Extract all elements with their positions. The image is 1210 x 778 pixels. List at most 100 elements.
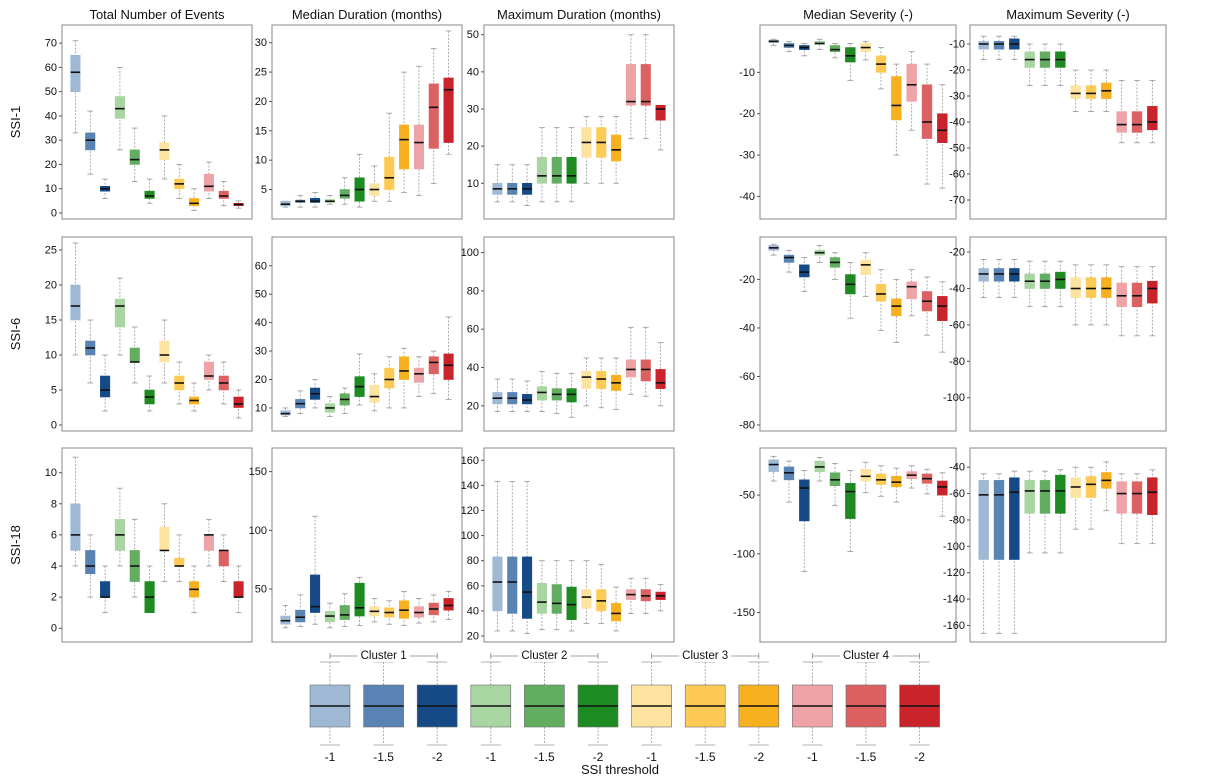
box-10 [413,598,424,624]
panel-3-3: 20 40 60 80 100 120 140 160 [461,447,675,643]
box-5 [829,252,841,280]
y-tick-label: 0 [51,208,57,220]
box-body [70,284,81,321]
box-4 [114,487,125,567]
box-6 [144,565,155,614]
box-11 [218,534,229,582]
cluster-label: Cluster 1 [361,650,407,662]
box-8 [875,465,887,497]
panel-frame [61,24,253,220]
panel-frame [61,447,253,643]
box-body [1116,282,1127,308]
y-tick-label: 20 [255,96,267,108]
box-body [1131,481,1143,514]
box-body [1070,277,1081,298]
panel-3-2: 50 100 150 [249,447,463,643]
y-tick-label: 20 [467,141,479,153]
box-10 [203,518,214,567]
box-body [384,367,395,389]
legend-box-9: -2 [738,661,780,764]
legend: -1 -1.5 -2 -1 -1.5 -2 -1 -1.5 -2 -1 -1.5 -2 Cluster … [309,650,940,777]
legend-box-12: -2 [899,661,940,764]
cluster-label-bg [679,650,732,663]
panel-frame [759,236,957,432]
box-body [655,369,666,389]
box-body [768,459,779,472]
box-8 [875,269,887,331]
cluster-label: Cluster 2 [521,650,567,662]
box-6 [845,43,856,82]
y-tick-label: -40 [949,462,965,474]
box-8 [596,357,607,409]
legend-box-1: -1 [309,661,351,764]
box-7 [860,461,871,494]
box-4 [814,38,825,51]
box-9 [891,278,902,343]
box-2 [85,534,96,598]
box-body [566,586,577,620]
box-body [566,388,577,403]
box-body [100,581,111,598]
cluster-bracket-1: Cluster 1 [329,650,438,663]
y-tick-label: 40 [45,110,57,122]
box-7 [1070,69,1081,112]
box-body [1055,474,1066,514]
box-body [413,124,424,170]
box-3 [100,354,111,412]
box-body [596,371,607,389]
box-8 [1085,69,1097,112]
box-body [159,526,170,551]
y-tick-label: 50 [467,29,479,41]
box-body [875,283,887,302]
box-body [443,77,454,143]
box-10 [1116,80,1127,144]
box-3 [310,192,321,208]
legend-box-6: -2 [577,661,619,764]
box-body [640,359,651,382]
y-tick-label: 70 [45,38,57,50]
y-tick-label: -80 [949,514,965,526]
box-9 [189,382,200,412]
y-tick-label: 15 [45,315,57,327]
box-body [129,347,140,363]
box-body [203,534,214,551]
box-body [993,268,1005,282]
box-body [1070,85,1081,99]
box-body [937,480,948,496]
box-body [129,149,140,165]
y-tick-label: -60 [949,169,965,181]
box-11 [218,181,229,207]
y-tick-label: -20 [949,247,965,259]
panel-3-5: -160 -140 -120 -100 -80 -60 -40 [943,447,1167,643]
box-8 [875,47,887,90]
legend-threshold-label: -2 [753,750,764,764]
box-7 [1070,466,1081,530]
box-body [611,603,622,622]
box-10 [413,65,424,196]
panel-frame [271,447,463,643]
box-7 [1070,264,1081,326]
box-body [1085,85,1097,99]
box-body [536,582,547,614]
y-tick-label: -140 [943,594,965,606]
box-body [233,581,244,598]
box-7 [369,165,380,202]
box-body [218,550,229,567]
box-12 [1147,469,1158,545]
box-1 [492,481,503,632]
box-7 [581,357,592,407]
box-6 [144,375,155,412]
y-tick-label: -50 [949,143,965,155]
legend-box-4: -1 [470,661,512,764]
box-body [978,268,989,282]
y-tick-label: 8 [51,498,57,510]
box-body [85,132,96,151]
box-12 [937,472,948,517]
cluster-label-bg [839,650,893,663]
box-12 [443,30,454,155]
box-1 [492,378,503,412]
row-label-ssi-18: SSI-18 [8,525,23,565]
box-body [566,156,577,184]
box-6 [566,127,577,203]
box-body [522,394,533,405]
